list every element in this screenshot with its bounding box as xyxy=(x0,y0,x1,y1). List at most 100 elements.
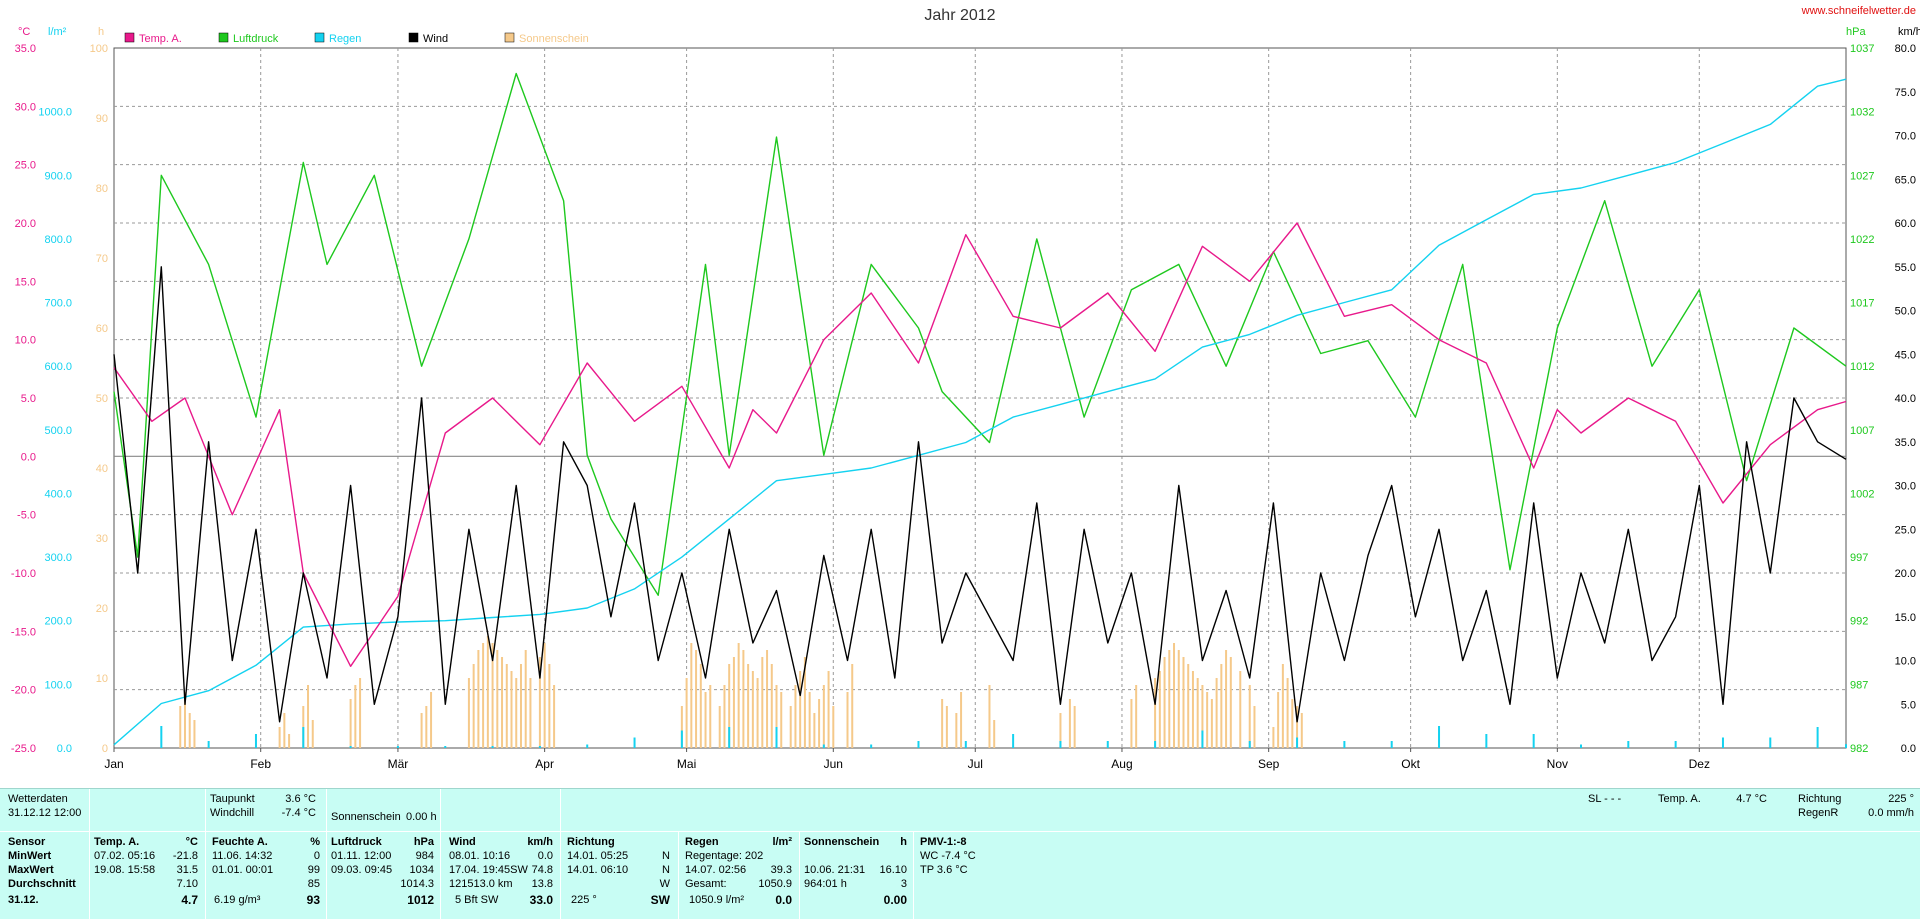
regen-gesamt-label: Gesamt: xyxy=(685,878,727,890)
sunshine-bar xyxy=(1248,685,1251,748)
sunshine-bar xyxy=(742,650,745,748)
sunshine-bar xyxy=(766,650,769,748)
rain-daily-bar xyxy=(964,741,967,748)
regen-title: Regen xyxy=(685,836,719,848)
sunshine-bar xyxy=(529,678,532,748)
divider xyxy=(799,831,800,919)
wind-tick-label: 15.0 xyxy=(1895,612,1916,624)
sunshine-bar xyxy=(1272,727,1275,748)
sunshine-bar xyxy=(501,657,504,748)
rain-daily-bar xyxy=(1248,741,1251,748)
current-temp-label: Temp. A. xyxy=(1658,793,1701,805)
wind-tick-label: 0.0 xyxy=(1901,743,1916,755)
series-line-temp xyxy=(113,222,1847,667)
rain-daily-bar xyxy=(1769,737,1772,748)
rain-daily-bar xyxy=(1390,741,1393,748)
wind-total-distance: 121513.0 km xyxy=(449,878,513,890)
rain-daily-bar xyxy=(254,734,257,748)
sunshine-bar xyxy=(1296,706,1299,748)
sonne-title: Sonnenschein xyxy=(804,836,880,848)
rain-tick-label: 300.0 xyxy=(44,552,72,564)
sunshine-bar xyxy=(1187,664,1190,748)
sunshine-bars xyxy=(179,636,1303,748)
feuchte-avg: 85 xyxy=(307,878,320,890)
month-labels: Jan Feb Mär Apr Mai Jun Jul Aug Sep Okt Nov Dez xyxy=(104,748,1710,771)
feuchte-now: 93 xyxy=(306,893,320,907)
temp-avg: 7.10 xyxy=(176,878,198,890)
pressure-tick-label: 997 xyxy=(1850,552,1868,564)
rain-daily-bar xyxy=(1201,730,1204,748)
month-label: Dez xyxy=(1689,757,1710,771)
month-label: Apr xyxy=(535,757,554,771)
sunshine-bar xyxy=(307,685,310,748)
wetterdaten-value: 31.12.12 12:00 xyxy=(8,807,82,819)
pressure-tick-label: 1007 xyxy=(1850,425,1874,437)
sun-tick-label: 90 xyxy=(96,113,108,125)
sonne-avg: 3 xyxy=(900,878,907,890)
regen-now-extra: 1050.9 l/m² xyxy=(689,894,745,906)
temp-max-time: 19.08. 15:58 xyxy=(94,864,156,876)
watermark-link[interactable]: www.schneifelwetter.de xyxy=(1801,5,1916,17)
sunshine-bar xyxy=(718,706,721,748)
sunshine-bar xyxy=(960,692,963,748)
rain-daily-bar xyxy=(1674,741,1677,748)
current-temp-value: 4.7 °C xyxy=(1736,793,1767,805)
sunshine-bar xyxy=(680,706,683,748)
month-label: Aug xyxy=(1111,757,1132,771)
sunshine-bar xyxy=(288,734,291,748)
rain-tick-label: 1000.0 xyxy=(38,107,72,119)
sunshine-bar xyxy=(1286,678,1289,748)
temp-tick-label: 30.0 xyxy=(15,101,36,113)
sunshine-bar xyxy=(827,671,830,748)
wind-tick-label: 80.0 xyxy=(1895,43,1916,55)
wind-tick-label: 60.0 xyxy=(1895,218,1916,230)
luftdruck-title: Luftdruck xyxy=(331,836,382,848)
sun-tick-label: 70 xyxy=(96,253,108,265)
rain-daily-bar xyxy=(160,726,163,748)
feuchte-now-extra: 6.19 g/m³ xyxy=(214,894,261,906)
sunshine-bar xyxy=(188,713,191,748)
sunshine-bar xyxy=(685,678,688,748)
grid xyxy=(114,48,1846,748)
sunshine-bar xyxy=(1163,657,1166,748)
sunshine-bar xyxy=(359,678,362,748)
series-lines xyxy=(113,72,1847,746)
sunshine-bar xyxy=(425,706,428,748)
pressure-tick-label: 1012 xyxy=(1850,361,1874,373)
luftdruck-avg: 1014.3 xyxy=(400,878,434,890)
sun-tick-label: 0 xyxy=(102,743,108,755)
sonne-total: 964:01 h xyxy=(804,878,847,890)
sun-tick-label: 80 xyxy=(96,183,108,195)
rain-tick-label: 200.0 xyxy=(44,616,72,628)
wind-now: 33.0 xyxy=(529,893,553,907)
temp-tick-label: 25.0 xyxy=(15,160,36,172)
sunshine-bar xyxy=(1225,650,1228,748)
richtung-now-extra: 225 ° xyxy=(571,894,597,906)
sunshine-bar xyxy=(723,685,726,748)
sunshine-bar xyxy=(803,657,806,748)
sunshine-bar xyxy=(709,685,712,748)
temp-tick-label: -10.0 xyxy=(11,568,36,580)
sunshine-bar xyxy=(467,678,470,748)
richtung-min: N xyxy=(662,850,670,862)
taupunkt-value: 3.6 °C xyxy=(285,793,316,805)
regen-max: 39.3 xyxy=(770,864,792,876)
temp-title: Temp. A. xyxy=(94,836,140,848)
sun-tick-label: 50 xyxy=(96,393,108,405)
rain-daily-bar xyxy=(775,727,778,748)
sunshine-bar xyxy=(1135,685,1138,748)
sunshine-bar xyxy=(524,650,527,748)
divider xyxy=(205,831,206,919)
sunshine-bar xyxy=(1291,699,1294,748)
rain-daily-bar xyxy=(1721,737,1724,748)
wind-unit-label: km/h xyxy=(1898,26,1920,38)
sunshine-bar xyxy=(1201,685,1204,748)
luftdruck-min: 984 xyxy=(415,850,434,862)
month-label: Jan xyxy=(104,757,123,771)
chart-title: Jahr 2012 xyxy=(924,7,995,24)
regenr-value: 0.0 mm/h xyxy=(1868,807,1914,819)
divider xyxy=(678,831,679,919)
rain-daily-bar xyxy=(302,727,305,748)
sunshine-bar xyxy=(728,664,731,748)
pressure-tick-label: 1027 xyxy=(1850,170,1874,182)
